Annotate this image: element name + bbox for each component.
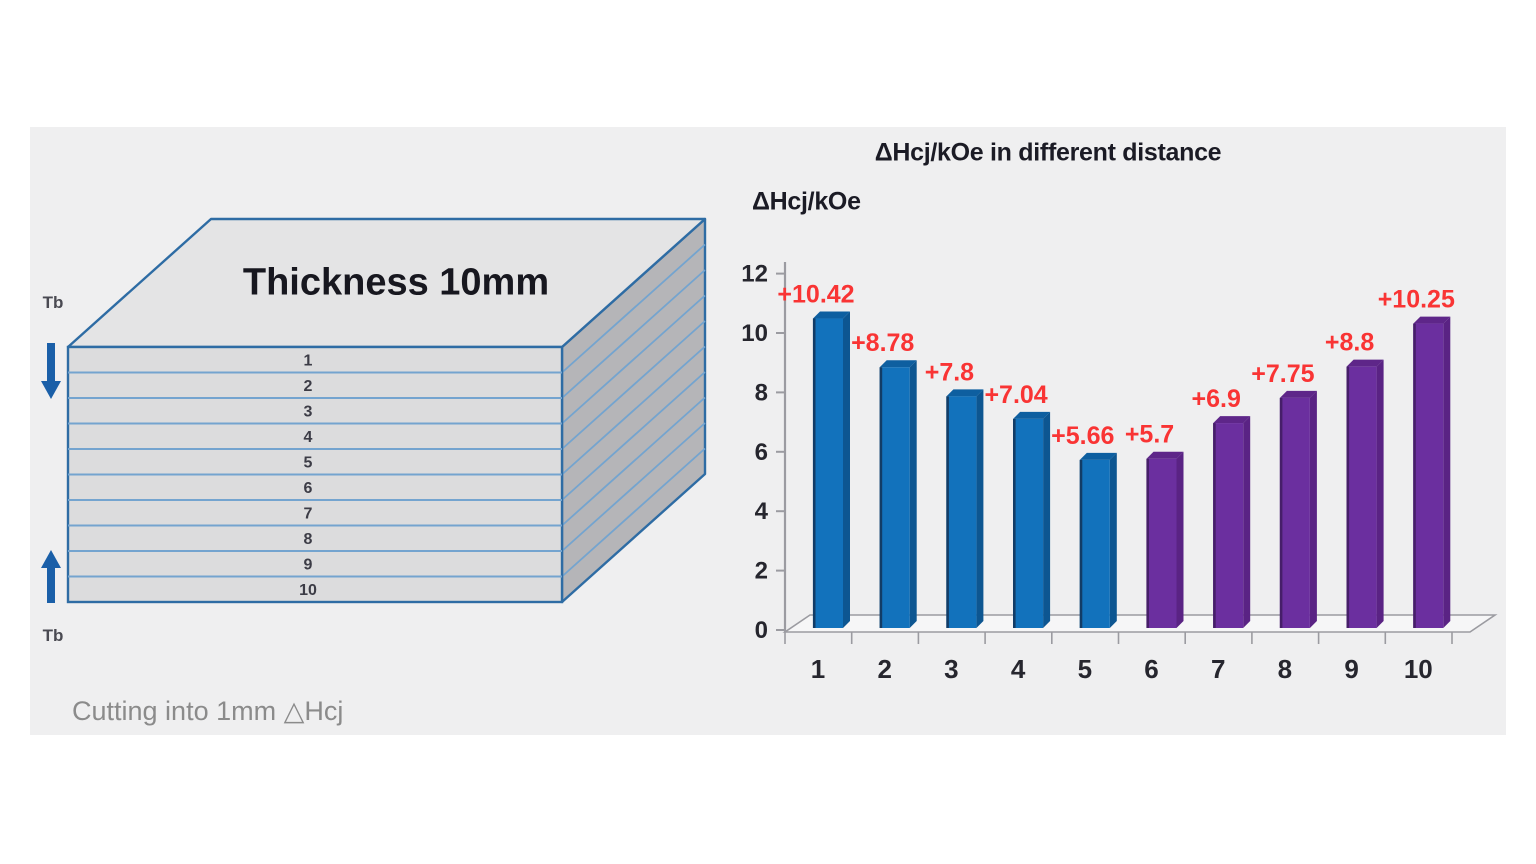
- box-side-layer-line: [561, 396, 706, 527]
- bar-value-label: +7.75: [1251, 360, 1314, 388]
- layer-number: 5: [304, 454, 313, 471]
- y-tick-label: 12: [741, 261, 768, 288]
- box-side-layer-line: [561, 243, 706, 374]
- bar-front-face: [1279, 397, 1310, 628]
- tb-arrow-down-head: [41, 381, 61, 399]
- bar-front-face: [1013, 418, 1044, 628]
- bar-value-label: +8.8: [1325, 329, 1374, 357]
- bar-front-face: [1146, 458, 1177, 628]
- x-tick-label: 5: [1078, 654, 1092, 684]
- layer-number: 2: [304, 378, 313, 395]
- bar-top-face: [946, 389, 984, 397]
- chart-y-axis-title: ΔHcj/kOe: [752, 187, 861, 216]
- bar-value-label: +6.9: [1192, 385, 1241, 413]
- bar-side-face: [1176, 451, 1184, 628]
- bar-side-face: [976, 389, 984, 628]
- layer-number: 10: [299, 582, 317, 599]
- bar-value-label: +8.78: [851, 329, 914, 357]
- bar-side-face: [1243, 416, 1251, 628]
- box-side-layer-line: [561, 320, 706, 450]
- bar-top-face: [1213, 416, 1251, 424]
- bar-top-face: [1413, 316, 1451, 324]
- layer-number: 8: [304, 531, 313, 548]
- bar-top-face: [1346, 359, 1384, 367]
- y-tick-label: 4: [755, 498, 769, 525]
- box-side-layer-line: [561, 269, 706, 399]
- bar-front-face: [946, 396, 977, 628]
- bar-side-face: [909, 360, 917, 628]
- layer-number: 3: [304, 403, 313, 420]
- layer-number: 9: [304, 556, 313, 573]
- bar-front-face: [1213, 423, 1244, 628]
- y-tick-label: 10: [741, 320, 768, 347]
- tb-bottom-label: Tb: [42, 626, 64, 645]
- bar-side-face: [1309, 390, 1317, 628]
- chart-title: ΔHcj/kOe in different distance: [874, 138, 1222, 167]
- bar-value-label: +7.04: [984, 381, 1047, 409]
- y-tick-label: 0: [755, 617, 768, 644]
- y-tick-label: 6: [755, 439, 768, 466]
- bar-value-label: +10.25: [1378, 286, 1455, 314]
- bar-side-face: [1376, 359, 1384, 628]
- bar-side-face: [1443, 316, 1451, 628]
- layer-number: 1: [304, 352, 313, 369]
- bar-front-face: [1413, 323, 1444, 628]
- bar-value-label: +5.66: [1051, 422, 1114, 450]
- x-tick-label: 4: [1011, 654, 1026, 684]
- bar-value-label: +5.7: [1125, 421, 1174, 449]
- tb-arrow-down: [47, 343, 55, 381]
- bar-top-face: [1079, 452, 1117, 460]
- bar-front-face: [1079, 459, 1110, 628]
- box-side-layer-line: [561, 294, 706, 425]
- x-tick-label: 8: [1278, 654, 1292, 684]
- x-tick-label: 6: [1144, 654, 1158, 684]
- x-tick-label: 7: [1211, 654, 1225, 684]
- diagram-caption: Cutting into 1mm △Hcj: [72, 696, 344, 726]
- bar-front-face: [1346, 366, 1377, 628]
- bar-value-label: +7.8: [925, 358, 974, 386]
- bar-front-face: [879, 367, 910, 628]
- box-side-layer-line: [561, 371, 706, 501]
- bar-side-face: [1109, 452, 1117, 628]
- x-tick-label: 1: [811, 654, 825, 684]
- bar-value-label: +10.42: [777, 281, 854, 309]
- x-tick-label: 9: [1344, 654, 1358, 684]
- layer-number: 4: [304, 429, 313, 446]
- bar-side-face: [1043, 411, 1051, 628]
- tb-top-label: Tb: [42, 293, 64, 312]
- y-tick-label: 2: [755, 558, 768, 585]
- layer-number: 7: [304, 505, 313, 522]
- layer-number: 6: [304, 480, 313, 497]
- box-side-layer-line: [561, 447, 706, 578]
- box-side-layer-line: [561, 422, 706, 552]
- bar-side-face: [843, 311, 850, 628]
- bar-top-face: [1013, 411, 1051, 419]
- x-tick-label: 2: [877, 654, 891, 684]
- x-tick-label: 3: [944, 654, 958, 684]
- box-thickness-label: Thickness 10mm: [242, 261, 550, 304]
- tb-arrow-up: [47, 568, 55, 603]
- x-tick-label: 10: [1404, 654, 1433, 684]
- bar-top-face: [879, 360, 917, 368]
- box-side-layer-line: [561, 345, 706, 476]
- bar-front-face: [813, 318, 843, 628]
- y-tick-label: 8: [755, 379, 768, 406]
- bar-top-face: [1279, 390, 1317, 398]
- tb-arrow-up-head: [41, 550, 61, 568]
- bar-top-face: [813, 311, 850, 319]
- bar-top-face: [1146, 451, 1184, 459]
